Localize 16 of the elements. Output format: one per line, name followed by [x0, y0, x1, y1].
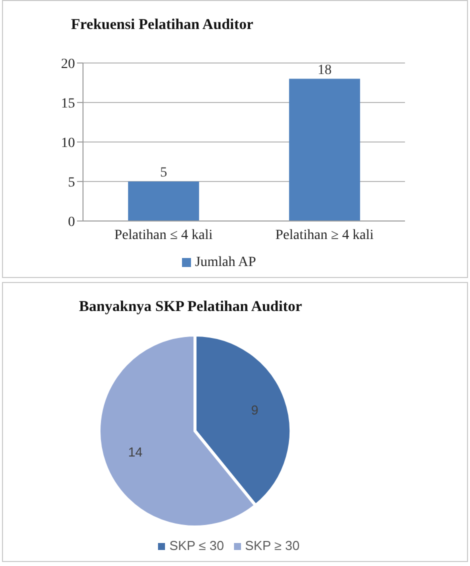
y-tick-label: 20 — [61, 56, 75, 72]
y-tick-label: 5 — [68, 175, 75, 190]
legend-label: SKP ≥ 30 — [245, 538, 300, 553]
data-label: 9 — [251, 402, 258, 418]
y-tick-label: 0 — [68, 214, 75, 230]
x-tick-label: Pelatihan ≥ 4 kali — [275, 228, 374, 243]
legend-label: SKP ≤ 30 — [169, 538, 224, 553]
chart-title: Frekuensi Pelatihan Auditor — [71, 16, 254, 35]
legend-label: Jumlah AP — [194, 255, 256, 270]
chart-title: Banyaknya SKP Pelatihan Auditor — [79, 298, 303, 317]
data-label: 5 — [160, 166, 168, 180]
data-label: 18 — [318, 62, 332, 78]
data-label: 14 — [128, 444, 143, 460]
y-tick-label: 10 — [61, 136, 75, 151]
x-tick-label: Pelatihan ≤ 4 kali — [114, 228, 213, 243]
y-tick-label: 15 — [61, 96, 75, 112]
